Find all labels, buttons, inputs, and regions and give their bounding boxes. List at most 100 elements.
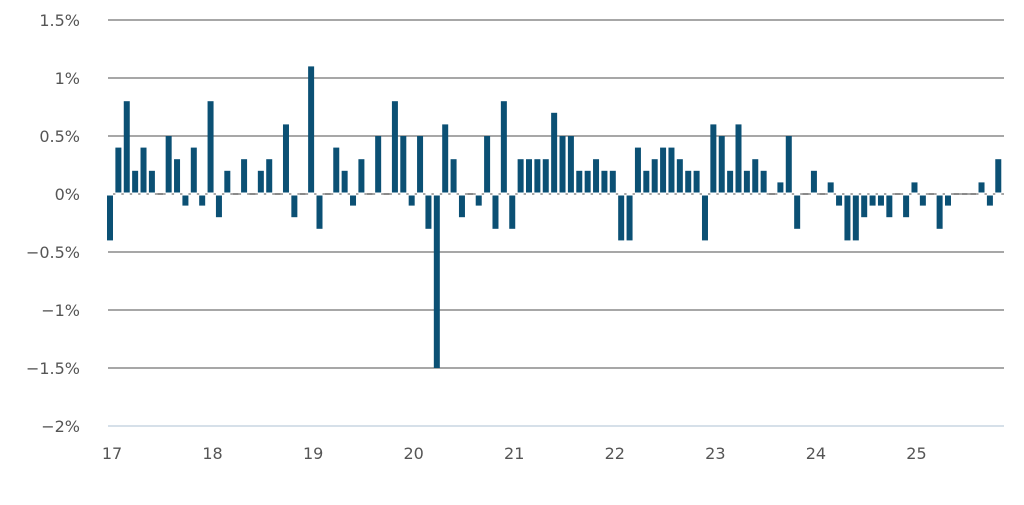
bar	[718, 136, 725, 193]
bar	[266, 159, 273, 193]
bar-gap	[701, 192, 708, 196]
bar	[794, 195, 801, 229]
bar-gap	[903, 192, 910, 196]
bar-gap	[182, 192, 189, 196]
bar-gap	[685, 192, 692, 196]
y-tick-label: −1%	[41, 301, 80, 320]
bar	[157, 193, 164, 195]
bar-gap	[618, 192, 625, 196]
bar-gap	[241, 192, 248, 196]
x-axis-labels: 17 18 19 20 21 22 23 24 25	[102, 444, 927, 463]
x-tick-label: 22	[605, 444, 625, 463]
bar-gap	[341, 192, 348, 196]
bar-gap	[601, 192, 608, 196]
bar-gap	[350, 192, 357, 196]
bar	[484, 136, 491, 193]
bar	[995, 159, 1002, 193]
bar	[836, 195, 843, 206]
x-tick-label: 20	[404, 444, 424, 463]
bar	[819, 193, 826, 195]
bar-gap	[165, 192, 172, 196]
bar-gap	[509, 192, 516, 196]
bar-gap	[433, 192, 440, 196]
bar-gap	[551, 192, 558, 196]
bar	[257, 170, 264, 193]
bar	[400, 136, 407, 193]
bar	[509, 195, 516, 229]
bar-gap	[760, 192, 767, 196]
bar	[500, 101, 507, 193]
bar	[299, 193, 306, 195]
bar-gap	[810, 192, 817, 196]
bar	[241, 159, 248, 193]
bar	[433, 195, 440, 368]
bar-gap	[936, 192, 943, 196]
bar-gap	[333, 192, 340, 196]
bar	[542, 159, 549, 193]
bars	[107, 66, 1002, 368]
bar	[852, 195, 859, 241]
bar	[366, 193, 373, 195]
bar	[685, 170, 692, 193]
bar-gap	[651, 192, 658, 196]
bar-gap	[668, 192, 675, 196]
bar	[735, 124, 742, 193]
bar	[182, 195, 189, 206]
bar	[442, 124, 449, 193]
bar-gap	[132, 192, 139, 196]
bar-gap	[676, 192, 683, 196]
bar	[551, 112, 558, 193]
bar-gap	[852, 192, 859, 196]
bar	[660, 147, 667, 193]
bar-gap	[718, 192, 725, 196]
bar-gap	[660, 192, 667, 196]
bar-gap	[266, 192, 273, 196]
bar	[609, 170, 616, 193]
bar-gap	[567, 192, 574, 196]
bar-gap	[785, 192, 792, 196]
bar	[727, 170, 734, 193]
bar	[567, 136, 574, 193]
y-tick-label: 1%	[55, 69, 80, 88]
bar	[174, 159, 181, 193]
bar	[651, 159, 658, 193]
bar	[869, 195, 876, 206]
bar-gap	[526, 192, 532, 196]
bar	[877, 195, 884, 206]
bar	[308, 66, 315, 193]
bar-gap	[634, 192, 641, 196]
bar-gap	[282, 192, 289, 196]
bar-gap	[492, 192, 499, 196]
bar	[391, 101, 398, 193]
bar-gap	[945, 192, 951, 196]
bar	[190, 147, 197, 193]
bar-gap	[869, 192, 876, 196]
bar-gap	[844, 192, 851, 196]
bar	[643, 170, 650, 193]
bar	[760, 170, 767, 193]
bar-gap	[919, 192, 926, 196]
bar-gap	[593, 192, 600, 196]
bar	[928, 193, 935, 195]
bar	[417, 136, 424, 193]
bar	[475, 195, 482, 206]
bar	[844, 195, 851, 241]
bar-gap	[148, 192, 155, 196]
y-tick-label: −0.5%	[26, 243, 80, 262]
bar	[140, 147, 147, 193]
bar	[777, 182, 784, 193]
bar	[559, 136, 566, 193]
bar	[961, 193, 968, 195]
bar	[458, 195, 465, 218]
bar	[425, 195, 432, 229]
bar	[701, 195, 708, 241]
bar	[324, 193, 331, 195]
x-tick-label: 17	[102, 444, 122, 463]
bar	[626, 195, 633, 241]
bar-gap	[358, 192, 365, 196]
x-tick-label: 24	[806, 444, 826, 463]
bar-gap	[500, 192, 507, 196]
bar-gap	[450, 192, 457, 196]
bar	[123, 101, 130, 193]
bar-gap	[710, 192, 717, 196]
